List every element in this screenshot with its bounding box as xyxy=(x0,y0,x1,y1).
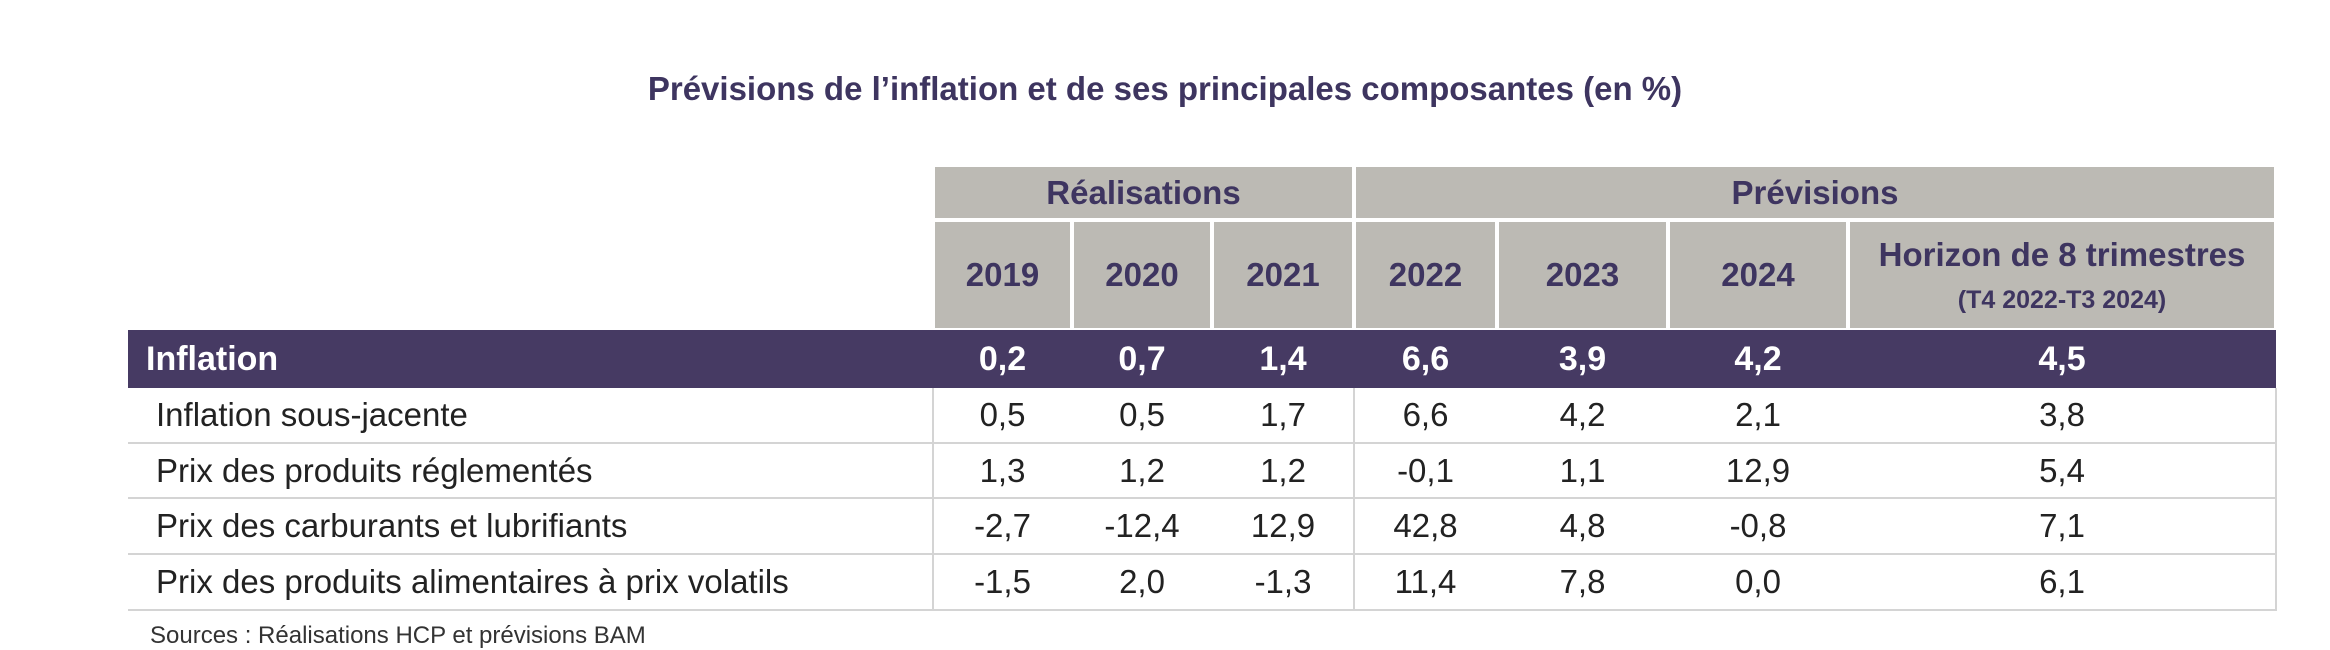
cell-value: 1,7 xyxy=(1212,388,1354,444)
cell-value: 6,6 xyxy=(1354,388,1497,444)
column-subheader: (T4 2022-T3 2024) xyxy=(1957,285,2167,314)
cell-value: -1,5 xyxy=(933,555,1072,611)
column-header: 2020 xyxy=(1072,220,1212,330)
cell-value: 3,8 xyxy=(1848,388,2276,444)
cell-value: 7,8 xyxy=(1497,555,1668,611)
row-label: Prix des produits réglementés xyxy=(128,444,933,499)
cell-value: -0,8 xyxy=(1668,499,1848,555)
column-header: 2023 xyxy=(1497,220,1668,330)
row-label: Prix des carburants et lubrifiants xyxy=(128,499,933,555)
cell-value: 12,9 xyxy=(1212,499,1354,555)
row-label: Inflation sous-jacente xyxy=(128,388,933,444)
cell-value: 0,5 xyxy=(1072,388,1212,444)
cell-value: 5,4 xyxy=(1848,444,2276,499)
cell-value: 2,1 xyxy=(1668,388,1848,444)
title: Prévisions de l’inflation et de ses prin… xyxy=(647,70,1683,107)
cell-value: 0,0 xyxy=(1668,555,1848,611)
column-header: Horizon de 8 trimestres (T4 2022-T3 2024) xyxy=(1848,220,2276,330)
cell-value: 4,8 xyxy=(1497,499,1668,555)
cell-value: 1,1 xyxy=(1497,444,1668,499)
cell-value: -12,4 xyxy=(1072,499,1212,555)
cell-value: 4,2 xyxy=(1497,388,1668,444)
group-header: Prévisions xyxy=(1354,165,2276,220)
cell-value: 0,5 xyxy=(933,388,1072,444)
column-header-text: Horizon de 8 trimestres xyxy=(1878,235,2246,273)
column-separator xyxy=(2275,388,2277,611)
cell-value: -0,1 xyxy=(1354,444,1497,499)
group-header: Réalisations xyxy=(933,165,1354,220)
cell-value: 1,2 xyxy=(1072,444,1212,499)
column-header: 2021 xyxy=(1212,220,1354,330)
cell-value: 2,0 xyxy=(1072,555,1212,611)
cell-value: 42,8 xyxy=(1354,499,1497,555)
cell-value: 12,9 xyxy=(1668,444,1848,499)
cell-value: 0,7 xyxy=(1072,330,1212,388)
source-note: Sources : Réalisations HCP et prévisions… xyxy=(150,622,646,649)
column-separator xyxy=(1353,388,1355,611)
cell-value: 3,9 xyxy=(1497,330,1668,388)
column-header: 2019 xyxy=(933,220,1072,330)
cell-value: 7,1 xyxy=(1848,499,2276,555)
cell-value: 6,1 xyxy=(1848,555,2276,611)
column-separator xyxy=(932,388,934,611)
cell-value: -2,7 xyxy=(933,499,1072,555)
cell-value: 11,4 xyxy=(1354,555,1497,611)
row-label: Prix des produits alimentaires à prix vo… xyxy=(128,555,933,611)
cell-value: 4,2 xyxy=(1668,330,1848,388)
cell-value: 4,5 xyxy=(1848,330,2276,388)
cell-value: -1,3 xyxy=(1212,555,1354,611)
cell-value: 6,6 xyxy=(1354,330,1497,388)
column-header: 2022 xyxy=(1354,220,1497,330)
row-label: Inflation xyxy=(128,330,933,388)
cell-value: 1,2 xyxy=(1212,444,1354,499)
cell-value: 0,2 xyxy=(933,330,1072,388)
cell-value: 1,4 xyxy=(1212,330,1354,388)
cell-value: 1,3 xyxy=(933,444,1072,499)
column-header: 2024 xyxy=(1668,220,1848,330)
